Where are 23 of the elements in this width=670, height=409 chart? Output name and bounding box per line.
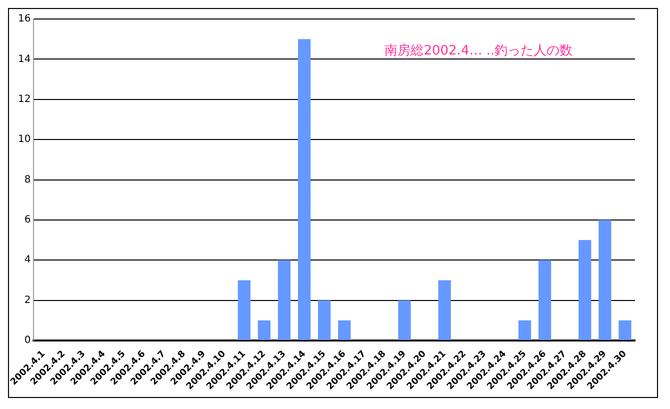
bar [238,280,250,340]
bar [278,260,291,340]
text: 南房総2002.4… ..釣った人の数 [384,42,573,58]
y-tick-label: 8 [24,174,31,186]
y-tick-label: 0 [24,335,31,346]
y-tick-label: 2 [24,294,31,306]
y-tick-label: 14 [18,54,31,65]
y-tick-label: 4 [24,254,31,266]
y-tick-label: 12 [18,94,31,105]
y-tick-label: 16 [18,14,31,25]
bar [538,260,552,340]
bar [598,220,612,340]
bar [438,280,451,340]
bar [298,39,311,340]
bar [338,320,351,340]
bar [318,300,331,340]
bar [618,320,632,340]
y-tick-label: 6 [24,214,31,226]
bar [578,240,592,340]
bar [258,320,271,340]
bar [518,320,532,340]
bar [398,300,411,340]
y-tick-label: 10 [18,134,31,146]
